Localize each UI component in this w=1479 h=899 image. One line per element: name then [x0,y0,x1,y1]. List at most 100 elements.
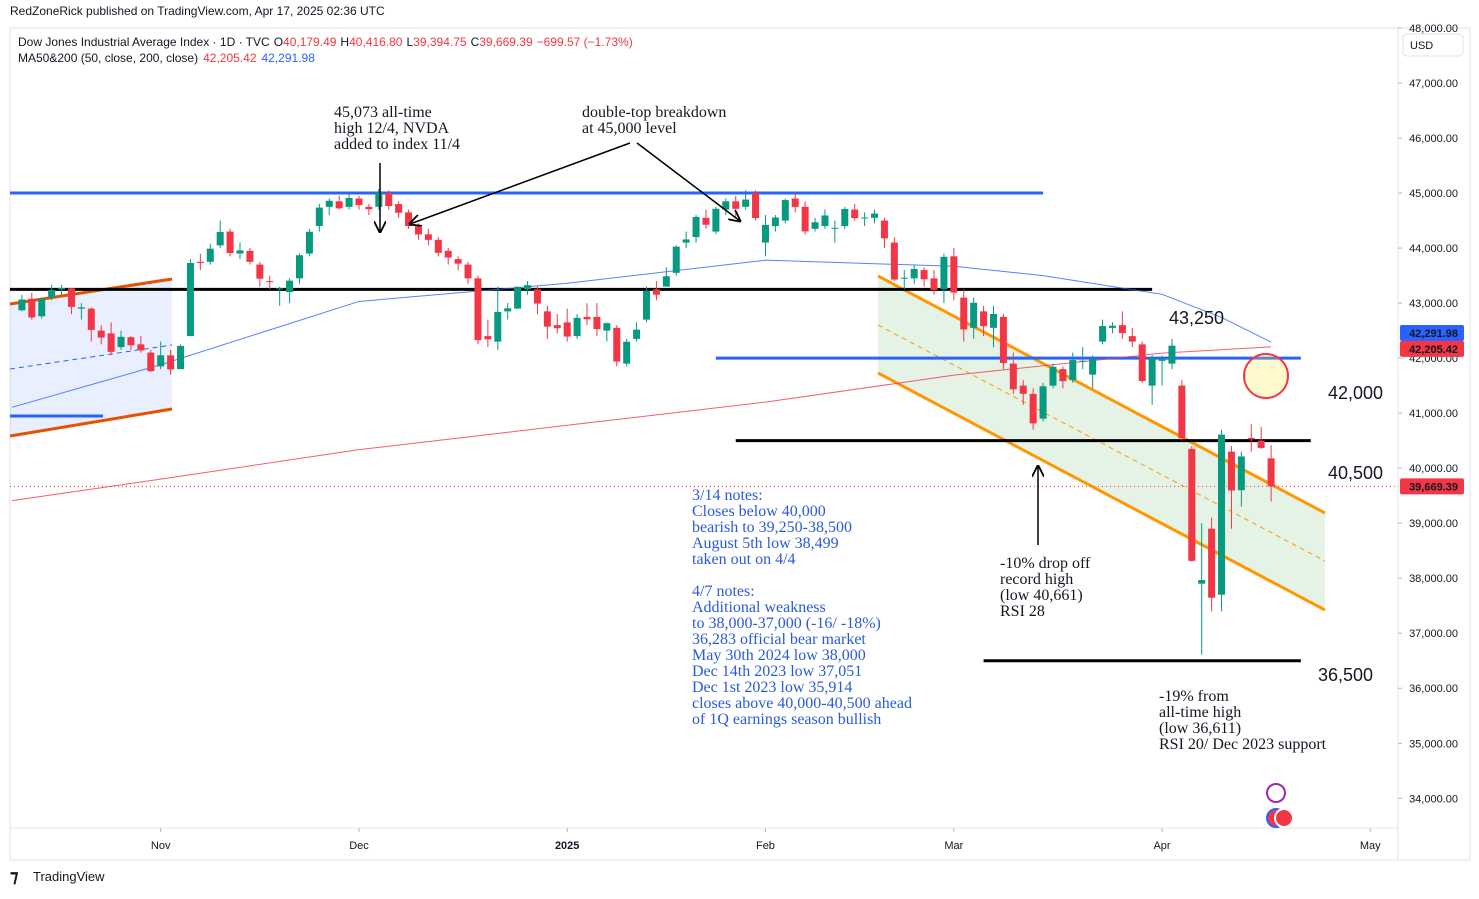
level-label: 36,500 [1318,665,1373,685]
y-tick-label: 39,000.00 [1409,518,1458,530]
candle-body [553,325,561,329]
candle-body [642,290,650,320]
annotation: -19% from [1159,688,1229,705]
moving-average [11,346,1272,502]
candle-body [127,337,135,346]
candle-body [305,231,313,254]
y-tick-label: 41,000.00 [1409,408,1458,420]
candle-body [266,281,274,283]
candle-body [504,308,512,312]
y-tick-label: 48,000.00 [1409,23,1458,35]
candle-body [1059,369,1067,382]
event-icon[interactable] [1274,808,1294,828]
price-tag [1400,325,1464,342]
y-tick-label: 46,000.00 [1409,133,1458,145]
candle-body [871,213,879,218]
ohlc-value: 39,394.75 [413,35,467,49]
candle-body [167,355,175,370]
candle-body [365,206,373,210]
y-tick-label: 47,000.00 [1409,78,1458,90]
ohlc-value: 40,179.49 [283,35,337,49]
candle-body [980,311,988,327]
publisher: RedZoneRick published on TradingView.com… [10,4,385,18]
candle-body [524,285,532,290]
note: May 30th 2024 low 38,000 [692,647,866,664]
candle-body [1247,437,1255,440]
candle-body [77,307,85,309]
candle-body [1237,456,1245,491]
note: Additional weakness [692,599,826,616]
candle-body [1198,580,1206,584]
price-tag [1400,340,1464,357]
note: Closes below 40,000 [692,503,826,520]
currency-button[interactable] [1402,33,1464,57]
candle-body [970,302,978,328]
candle-body [533,289,541,304]
price-tag-label: 39,669.39 [1409,481,1458,493]
arrow [410,142,631,224]
candle-body [890,242,898,280]
ma-value: 42,291.98 [262,51,316,65]
y-tick-label: 34,000.00 [1409,793,1458,805]
footer: TradingView [33,869,105,884]
candle-body [672,246,680,273]
candle-body [801,206,809,232]
candle-body [1029,393,1037,424]
candle-body [206,248,214,262]
channel-line [877,274,1326,515]
candle-body [1118,325,1126,334]
candle-body [781,200,789,221]
candle-body [563,322,571,337]
y-tick-label: 45,000.00 [1409,188,1458,200]
candle-body [1218,434,1226,595]
x-tick-label: Feb [756,840,775,852]
candle-body [216,231,224,246]
candle-body [1089,358,1097,375]
event-icon[interactable] [1266,783,1286,803]
candle-body [811,222,819,229]
y-tick-label: 38,000.00 [1409,573,1458,585]
note: Dec 1st 2023 low 35,914 [692,679,852,696]
candle-body [236,250,244,254]
y-tick-label: 36,000.00 [1409,683,1458,695]
candle-body [1257,440,1265,448]
candle-body [742,199,750,207]
candle-body [246,250,254,262]
y-tick-label: 37,000.00 [1409,628,1458,640]
candle-body [633,329,641,339]
candle-body [97,330,105,338]
candle-body [414,226,422,235]
channel-line [877,371,1326,612]
y-tick-label: 44,000.00 [1409,243,1458,255]
candle-body [851,209,859,219]
annotation: (low 36,611) [1159,720,1241,737]
note: August 5th low 38,499 [692,535,839,552]
highlight-circle [1243,353,1289,399]
level-label: 42,000 [1328,383,1383,403]
moving-average [11,259,1272,408]
currency[interactable]: USD [1410,40,1433,52]
candle-body [910,268,918,279]
candle-body [385,193,393,206]
x-tick-label: Nov [151,840,171,852]
annotation: at 45,000 level [582,120,677,137]
candle-body [147,352,155,372]
candle-body [930,278,938,290]
candle-body [286,280,294,293]
ohlc-key: C [471,35,480,49]
y-tick-label: 35,000.00 [1409,738,1458,750]
candle-body [1138,344,1146,382]
candle-body [1267,458,1275,487]
candle-body [702,217,710,225]
note: bearish to 39,250-38,500 [692,519,852,536]
candle-body [1178,385,1186,439]
candle-body [1108,325,1116,328]
note: 3/14 notes: [692,487,763,504]
candle-body [1148,358,1156,386]
candle-body [999,316,1007,363]
logo-mark: ⁊ [10,867,18,886]
candle-body [335,201,343,209]
candle-body [1208,528,1216,598]
candle-body [1049,366,1057,386]
